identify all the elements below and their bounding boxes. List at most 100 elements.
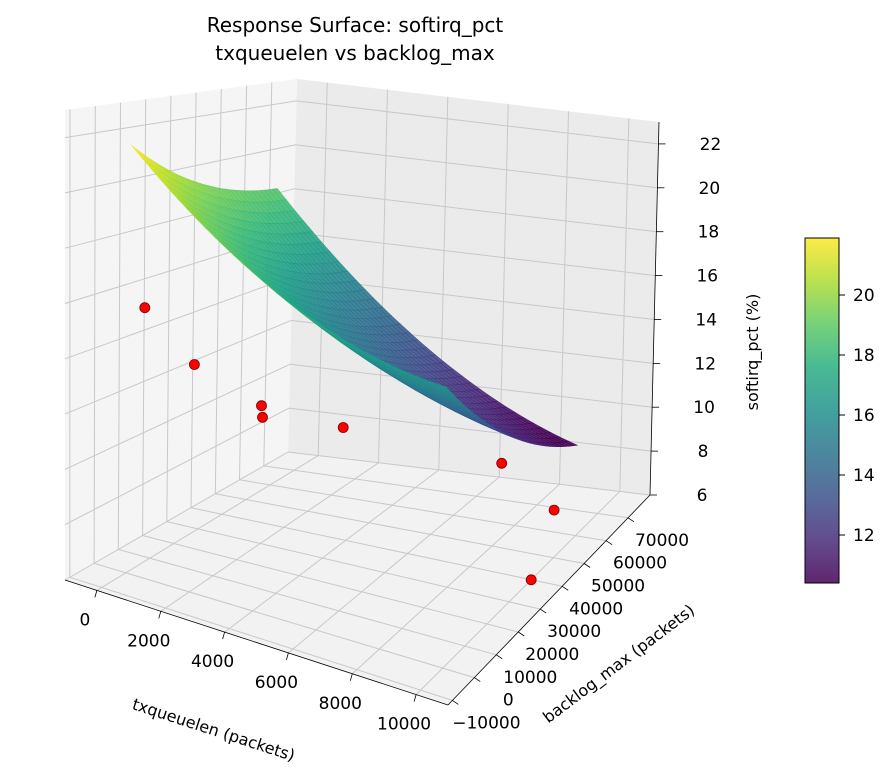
grid-line-z-back	[287, 451, 651, 496]
z-tick-label: 20	[699, 179, 721, 199]
grid-line-x-floor	[96, 455, 319, 591]
z-tick-label: 16	[696, 267, 718, 287]
grid-line-y-floor	[215, 493, 585, 564]
y-tick-mark	[539, 608, 547, 614]
colorbar: 12 14 16 18 20	[804, 237, 875, 584]
chart-title: Response Surface: softirq_pct	[207, 13, 504, 37]
grid-line-y-floor	[190, 507, 563, 587]
y-tick-mark	[518, 631, 525, 637]
x-axis-line	[64, 579, 449, 706]
scatter-point	[548, 504, 560, 516]
floor-pane	[65, 452, 650, 705]
scatter-series	[139, 302, 560, 586]
grid-line-z-side	[64, 319, 292, 415]
z-tick-label: 22	[700, 135, 722, 155]
colorbar-tick-label: 18	[853, 346, 875, 366]
scatter-point	[256, 400, 267, 412]
scatter-point	[188, 359, 200, 370]
x-tick-label: 10000	[377, 715, 431, 735]
grid-line-z-back	[294, 188, 657, 233]
response-surface	[131, 144, 579, 448]
y-tick-mark	[605, 540, 613, 546]
grid-line-z-side	[64, 451, 289, 581]
axes-panes	[65, 79, 659, 705]
grid-line-z-side	[64, 363, 291, 470]
grid-line-x-back	[438, 96, 449, 470]
colorbar-tick-label: 16	[853, 406, 875, 426]
axes-grid	[64, 82, 659, 701]
y-tick-mark	[561, 585, 569, 591]
grid-line-y-floor	[239, 479, 607, 542]
chart-subtitle: txqueuelen vs backlog_max	[215, 41, 495, 65]
grid-line-x-floor	[224, 469, 440, 633]
grid-line-x-floor	[351, 483, 560, 675]
grid-line-y-floor	[93, 562, 475, 679]
grid-line-y-side	[93, 105, 96, 564]
y-tick-mark	[496, 654, 503, 660]
back-wall-pane	[288, 79, 659, 495]
grid-line-y-floor	[166, 521, 541, 610]
grid-line-z-back	[289, 407, 652, 452]
y-tick-label: 70000	[635, 531, 689, 551]
x-tick-mark	[413, 694, 417, 702]
colorbar-tick-label: 20	[853, 286, 875, 306]
z-tick-label: 14	[695, 311, 717, 331]
grid-line-x-back	[378, 89, 388, 463]
z-tick-label: 18	[698, 223, 720, 243]
y-tick-label: 0	[503, 691, 514, 711]
colorbar-tick-label: 12	[853, 526, 875, 546]
grid-line-y-floor	[69, 576, 453, 701]
grid-line-z-back	[296, 100, 659, 145]
grid-line-x-floor	[415, 491, 621, 695]
scatter-point	[496, 457, 508, 469]
grid-line-y-floor	[142, 535, 519, 633]
x-tick-label: 2000	[127, 631, 170, 651]
grid-line-x-back	[559, 111, 569, 485]
y-tick-label: 20000	[525, 645, 579, 665]
grid-line-y-side	[190, 92, 197, 508]
y-tick-label: 60000	[613, 554, 667, 574]
z-tick-label: 6	[697, 486, 708, 506]
y-tick-label: −10000	[452, 713, 520, 733]
grid-line-z-side	[64, 100, 297, 139]
x-tick-label: 8000	[319, 694, 362, 714]
scatter-point	[257, 411, 268, 423]
grid-line-x-floor	[288, 476, 500, 654]
x-tick-label: 6000	[255, 673, 298, 693]
grid-line-z-side	[64, 144, 296, 194]
grid-line-x-floor	[160, 462, 379, 612]
y-tick-mark	[474, 677, 481, 682]
z-axis-line	[649, 121, 660, 496]
z-tick-label: 10	[693, 398, 715, 418]
y-tick-label: 30000	[547, 622, 601, 642]
x-tick-label: 0	[79, 610, 90, 630]
y-tick-label: 10000	[503, 668, 557, 688]
grid-line-y-side	[117, 102, 121, 550]
x-tick-mark	[222, 631, 225, 640]
grid-line-y-side	[166, 95, 172, 522]
axis-lines	[64, 121, 660, 706]
grid-line-y-floor	[263, 465, 629, 519]
y-tick-mark	[583, 563, 591, 568]
grid-line-x-back	[619, 118, 630, 492]
y-tick-mark	[452, 700, 459, 705]
grid-line-z-back	[293, 232, 656, 277]
scatter-point	[525, 574, 537, 586]
colorbar-tick-label: 14	[853, 466, 875, 486]
y-axis-line	[447, 494, 651, 706]
grid-line-y-side	[142, 99, 147, 536]
x-tick-mark	[349, 673, 353, 681]
surface-patch	[435, 383, 451, 392]
x-tick-mark	[158, 611, 162, 619]
z-tick-label: 8	[698, 442, 709, 462]
y-tick-label: 40000	[569, 599, 623, 619]
scatter-point	[337, 422, 349, 433]
z-axis-label: softirq_pct (%)	[743, 294, 763, 411]
x-tick-label: 4000	[191, 652, 234, 672]
grid-line-y-floor	[118, 548, 497, 656]
grid-line-z-back	[295, 144, 658, 189]
grid-line-z-side	[64, 276, 293, 360]
grid-line-z-side	[64, 407, 290, 526]
